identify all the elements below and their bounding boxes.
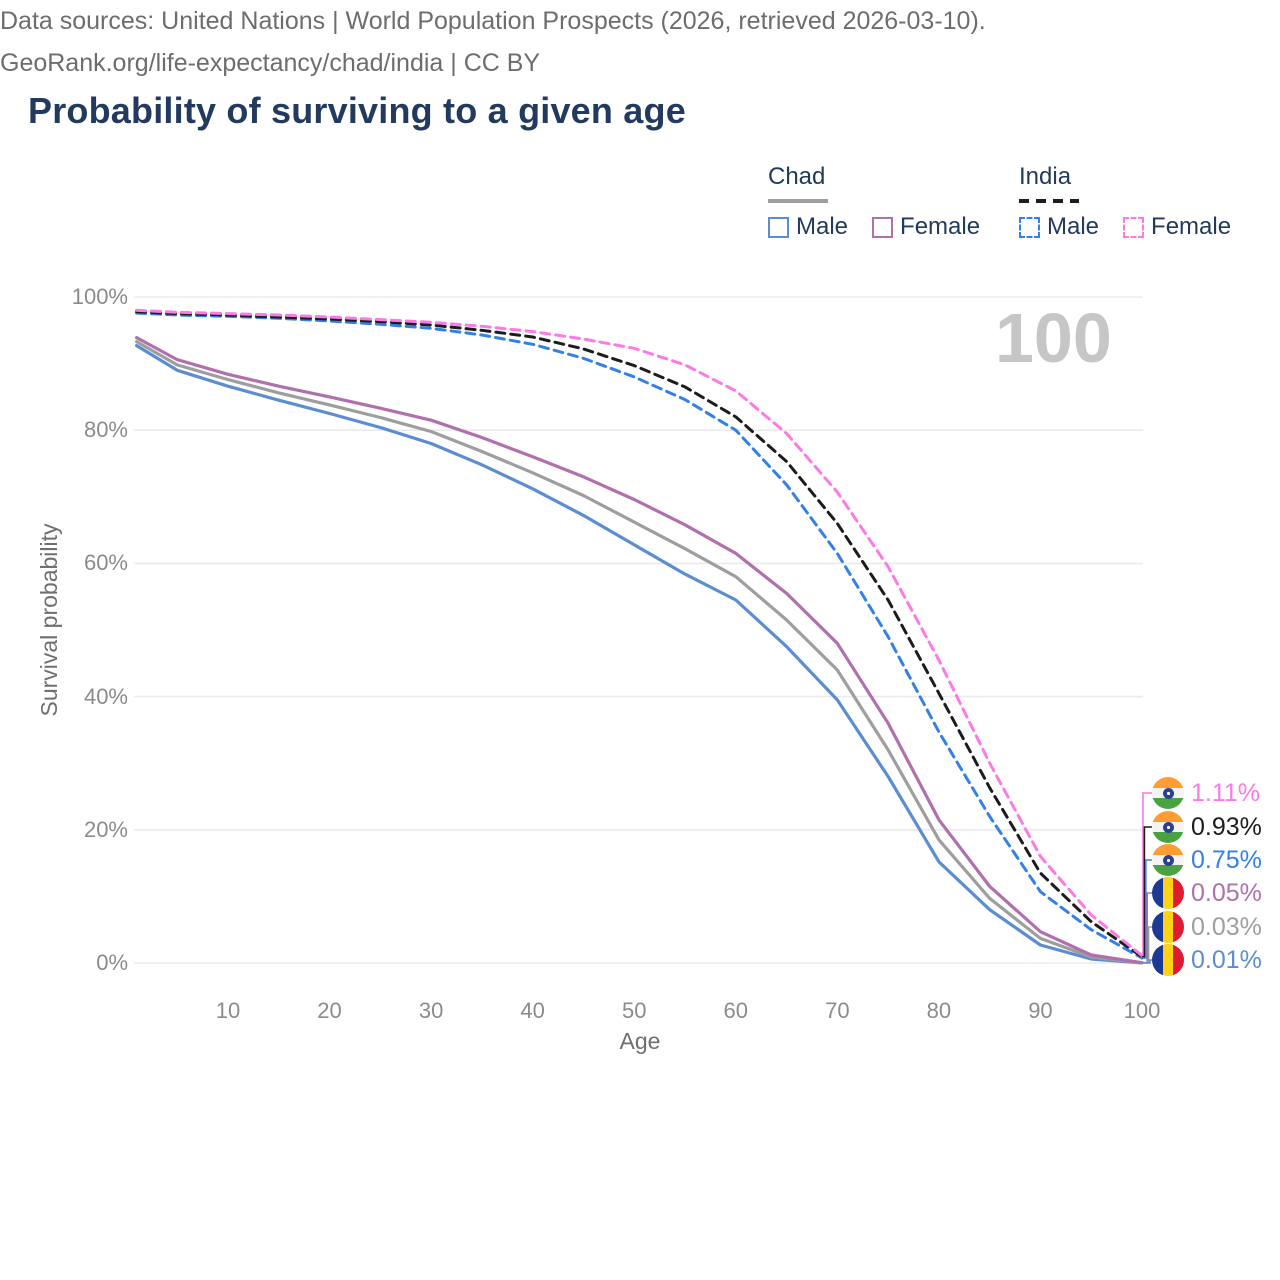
end-label-row-chad-male: 0.01% xyxy=(1152,943,1262,977)
legend-item-chad-female[interactable]: Female xyxy=(872,213,980,241)
end-label-value: 0.75% xyxy=(1191,845,1262,874)
end-label-row-chad-both: 0.03% xyxy=(1152,910,1262,944)
india-flag-icon xyxy=(1152,777,1184,809)
legend-items-chad: Male Female xyxy=(768,213,980,241)
legend-swatch-chad-male xyxy=(768,216,789,238)
legend-swatch-chad-female xyxy=(872,216,894,238)
chad-flag-icon xyxy=(1152,877,1184,909)
footer-license-line: GeoRank.org/life-expectancy/chad/india |… xyxy=(0,49,541,77)
india-flag-icon xyxy=(1152,844,1184,876)
x-tick-50: 50 xyxy=(621,998,647,1023)
end-label-value: 0.05% xyxy=(1191,878,1262,907)
page-title: Probability of surviving to a given age xyxy=(28,90,686,131)
x-tick-40: 40 xyxy=(520,998,545,1023)
legend-item-label: Female xyxy=(900,213,981,240)
end-label-row-india-male: 0.75% xyxy=(1152,843,1262,877)
x-tick-10: 10 xyxy=(215,998,241,1023)
x-tick-60: 60 xyxy=(723,998,748,1023)
legend-item-chad-male[interactable]: Male xyxy=(768,213,848,241)
legend-group-title-chad: Chad xyxy=(768,163,826,190)
chad-flag-icon xyxy=(1152,944,1184,976)
series-line-chad-both xyxy=(135,340,1144,965)
legend-item-label: Male xyxy=(796,213,849,240)
legend-item-india-male[interactable]: Male xyxy=(1019,213,1099,241)
x-tick-80: 80 xyxy=(926,998,952,1023)
end-label-connector xyxy=(1142,792,1152,957)
end-label-connector xyxy=(1142,826,1152,958)
y-tick-60%: 60% xyxy=(83,550,128,576)
end-label-row-india-both: 0.93% xyxy=(1152,810,1262,844)
end-label-connector xyxy=(1142,859,1152,959)
x-tick-20: 20 xyxy=(317,998,342,1023)
y-tick-20%: 20% xyxy=(83,816,128,842)
y-tick-0%: 0% xyxy=(96,950,128,975)
footer-sources-line: Data sources: United Nations | World Pop… xyxy=(0,7,986,35)
watermark-100: 100 xyxy=(995,299,1112,377)
legend-group-linestyle-chad xyxy=(768,199,828,203)
india-flag-icon xyxy=(1152,811,1184,843)
end-label-value: 0.93% xyxy=(1191,812,1262,841)
legend-item-label: Male xyxy=(1047,213,1100,240)
y-tick-100%: 100% xyxy=(71,284,128,309)
series-line-india-male xyxy=(135,311,1144,960)
y-tick-80%: 80% xyxy=(83,417,128,443)
footer: Data sources: United Nations | World Pop… xyxy=(0,0,1280,84)
series-line-chad-female xyxy=(135,336,1144,965)
legend-group-chad: Chad Male Female xyxy=(768,163,980,241)
series-line-india-female xyxy=(135,308,1144,958)
series-line-india-both xyxy=(135,310,1144,959)
legend-group-title-india: India xyxy=(1019,163,1072,190)
legend-item-label: Female xyxy=(1151,213,1232,240)
x-tick-30: 30 xyxy=(418,998,444,1023)
chad-flag-icon xyxy=(1152,911,1184,943)
end-label-value: 0.01% xyxy=(1191,945,1262,974)
end-label-row-chad-female: 0.05% xyxy=(1152,876,1262,910)
legend-swatch-india-male xyxy=(1019,216,1040,238)
ashoka-chakra-icon xyxy=(1162,821,1174,833)
end-label-value: 1.11% xyxy=(1191,778,1261,807)
end-label-value: 0.03% xyxy=(1191,912,1262,941)
ashoka-chakra-icon xyxy=(1162,854,1174,866)
ashoka-chakra-icon xyxy=(1162,787,1174,799)
x-axis-title: Age xyxy=(619,1028,661,1054)
legend-item-india-female[interactable]: Female xyxy=(1123,213,1231,241)
legend-items-india: Male Female xyxy=(1019,213,1231,241)
legend-swatch-india-female xyxy=(1123,216,1145,238)
y-tick-40%: 40% xyxy=(83,683,128,709)
legend-group-india: India Male Female xyxy=(1019,163,1231,241)
end-label-row-india-female: 1.11% xyxy=(1152,776,1260,810)
end-label-connector xyxy=(1142,959,1152,964)
x-tick-90: 90 xyxy=(1028,998,1053,1023)
x-tick-70: 70 xyxy=(825,998,850,1023)
x-tick-100: 100 xyxy=(1123,998,1161,1023)
series-line-chad-male xyxy=(135,344,1144,965)
legend-group-linestyle-india xyxy=(1019,199,1079,203)
